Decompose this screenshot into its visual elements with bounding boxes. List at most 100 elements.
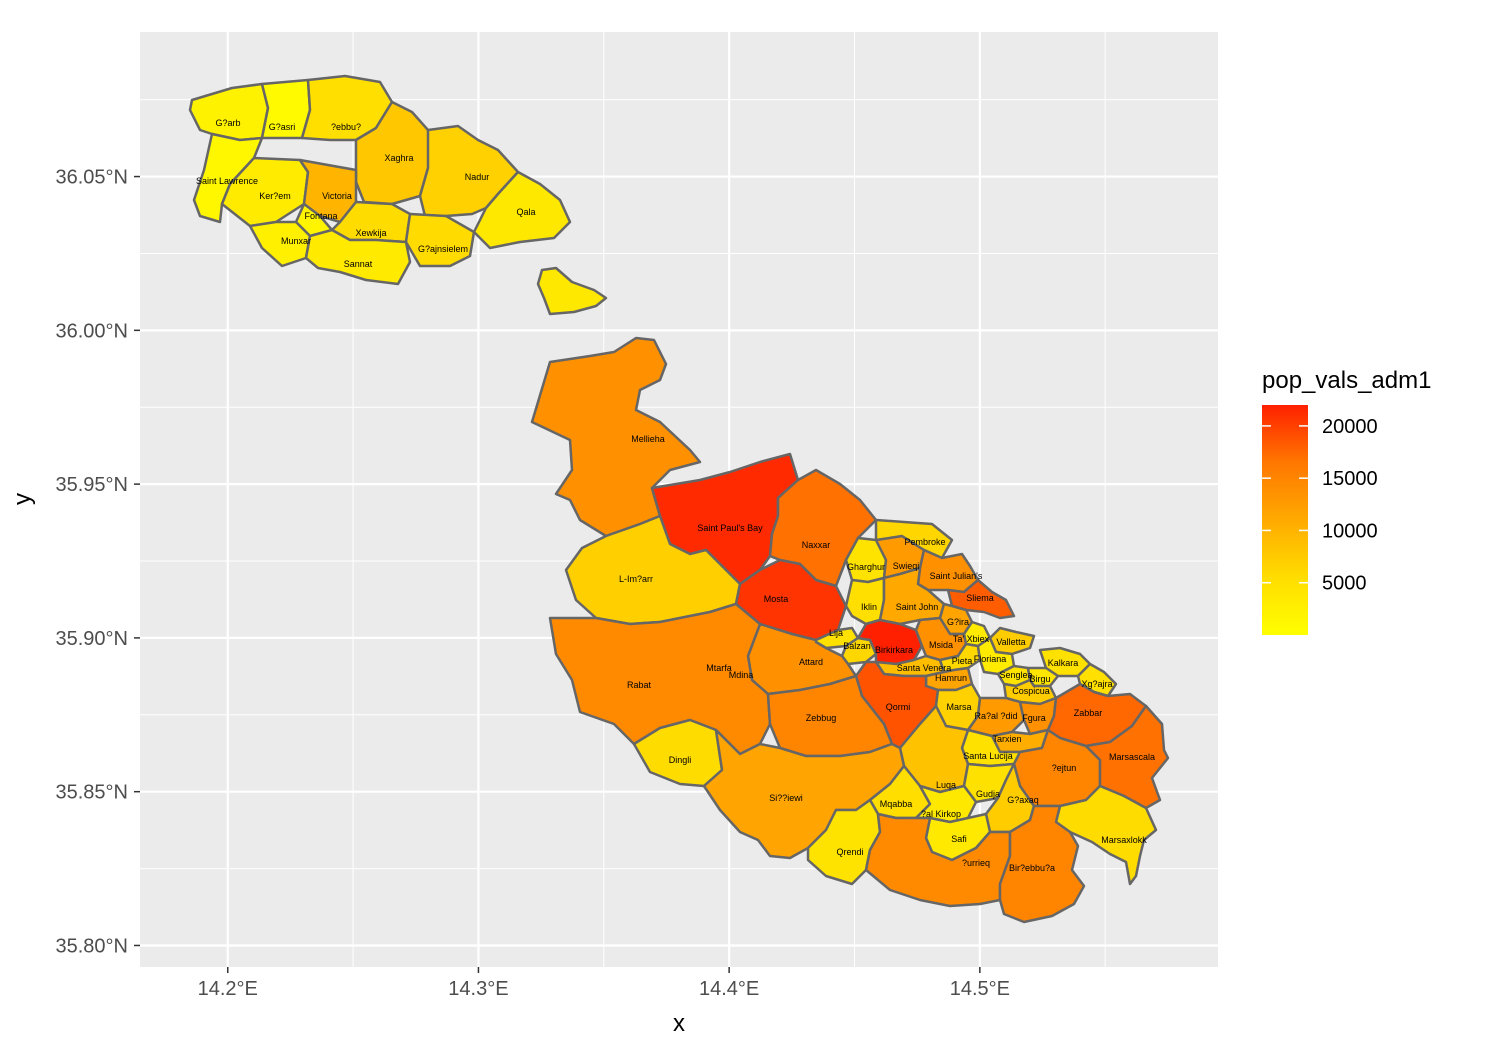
region-iklin[interactable]	[844, 576, 886, 626]
region-labels: G?arb G?asri ?ebbu? Xaghra Nadur Qala Sa…	[196, 118, 1155, 873]
label-zebbug-gozo: ?ebbu?	[331, 122, 361, 132]
region-naxxar[interactable]	[768, 468, 878, 588]
label-dingli: Dingli	[669, 755, 692, 765]
label-santa-lucija: Santa Lucija	[963, 751, 1013, 761]
label-fontana: Fontana	[304, 211, 337, 221]
x-axis: 14.2°E 14.3°E 14.4°E 14.5°E	[198, 967, 1010, 1000]
label-ghajnsielem: G?ajnsielem	[418, 244, 468, 254]
region-marsascala[interactable]	[1084, 704, 1170, 810]
label-marsascala: Marsascala	[1109, 752, 1155, 762]
region-ghajnsielem[interactable]	[404, 212, 476, 268]
label-balzan: Balzan	[843, 641, 871, 651]
label-msida: Msida	[929, 640, 953, 650]
label-senglea: Senglea	[999, 670, 1032, 680]
label-qala: Qala	[516, 207, 535, 217]
label-pieta: Pieta	[952, 656, 973, 666]
x-tick-label: 14.5°E	[950, 978, 1010, 1000]
grid-major	[140, 32, 1218, 967]
label-birgu: Birgu	[1029, 674, 1050, 684]
region-qala[interactable]	[472, 170, 572, 250]
label-siggiewi: Si??iewi	[769, 793, 803, 803]
label-kercem: Ker?em	[259, 191, 291, 201]
label-limgarr: L-Im?arr	[619, 574, 653, 584]
label-santa-venera: Santa Venera	[897, 663, 952, 673]
label-mtarfa: Mtarfa	[706, 663, 732, 673]
label-attard: Attard	[799, 657, 823, 667]
legend-title: pop_vals_adm1	[1262, 367, 1431, 394]
x-tick-label: 14.3°E	[448, 978, 508, 1000]
label-hal-kirkop: ?al Kirkop	[921, 809, 961, 819]
y-tick-label: 35.90°N	[56, 628, 129, 650]
region-sannat[interactable]	[304, 228, 412, 286]
y-axis-title: y	[9, 493, 36, 505]
label-saint-lawrence: Saint Lawrence	[196, 176, 258, 186]
label-valletta: Valletta	[996, 637, 1025, 647]
y-tick-label: 36.00°N	[56, 320, 129, 342]
label-saint-john: Saint John	[896, 602, 939, 612]
label-gudja: Gudja	[976, 789, 1000, 799]
label-cospicua: Cospicua	[1012, 686, 1050, 696]
label-safi: Safi	[951, 834, 967, 844]
label-victoria: Victoria	[322, 191, 352, 201]
x-tick-label: 14.4°E	[699, 978, 759, 1000]
label-zebbug: Zebbug	[806, 713, 837, 723]
label-fgura: Fgura	[1022, 713, 1046, 723]
region-comino[interactable]	[536, 266, 608, 316]
label-gzira: G?ira	[947, 617, 969, 627]
label-xghajra: Xg?ajra	[1081, 679, 1112, 689]
label-sannat: Sannat	[344, 259, 373, 269]
label-naxxar: Naxxar	[802, 540, 831, 550]
label-xaghra: Xaghra	[384, 153, 413, 163]
label-birkirkara: Birkirkara	[875, 645, 913, 655]
label-hamrun: Hamrun	[935, 673, 967, 683]
label-saint-pauls-bay: Saint Paul's Bay	[697, 523, 763, 533]
label-zurrieq: ?urrieq	[962, 858, 990, 868]
y-tick-label: 35.95°N	[56, 474, 129, 496]
label-swieqi: Swieqi	[893, 561, 920, 571]
y-tick-label: 35.80°N	[56, 935, 129, 957]
label-nadur: Nadur	[465, 172, 490, 182]
label-pembroke: Pembroke	[904, 537, 945, 547]
region-marsaxlokk[interactable]	[1054, 784, 1158, 886]
label-gharb: G?arb	[215, 118, 240, 128]
label-lija: Lija	[829, 628, 843, 638]
label-sliema: Sliema	[966, 593, 994, 603]
y-tick-label: 36.05°N	[56, 167, 129, 189]
legend-label: 15000	[1322, 468, 1378, 490]
legend-colorbar	[1262, 405, 1308, 635]
label-rahal-gdid: Ra?al ?did	[974, 711, 1017, 721]
label-luqa: Luqa	[936, 780, 956, 790]
x-axis-title: x	[673, 1010, 685, 1037]
label-floriana: Floriana	[974, 654, 1007, 664]
label-ghasri: G?asri	[269, 122, 296, 132]
legend-label: 10000	[1322, 520, 1378, 542]
label-gharghur: Gharghur	[847, 562, 885, 572]
region-victoria[interactable]	[298, 158, 358, 224]
legend-label: 20000	[1322, 416, 1378, 438]
label-mellieha: Mellieha	[631, 434, 665, 444]
label-zejtun: ?ejtun	[1052, 763, 1077, 773]
region-birkirkara[interactable]	[856, 618, 924, 666]
regions-malta	[530, 336, 1170, 924]
region-xaghra[interactable]	[354, 100, 436, 206]
y-axis: 35.80°N 35.85°N 35.90°N 35.95°N 36.00°N 36.05…	[56, 167, 140, 957]
region-zurrieq[interactable]	[864, 812, 1012, 908]
legend: pop_vals_adm1 5000 10000 15000 20000	[1262, 367, 1431, 635]
regions-gozo	[188, 74, 608, 316]
label-mosta: Mosta	[764, 594, 789, 604]
label-rabat: Rabat	[627, 680, 652, 690]
legend-ticks: 5000 10000 15000 20000	[1262, 416, 1378, 595]
label-saint-julians: Saint Julian's	[930, 571, 983, 581]
label-ta-xbiex: Ta' Xbiex	[953, 634, 990, 644]
label-ghaxaq: G?axaq	[1007, 795, 1039, 805]
label-qormi: Qormi	[886, 702, 911, 712]
label-xewkija: Xewkija	[355, 228, 386, 238]
region-mellieha[interactable]	[530, 336, 702, 538]
label-zabbar: Zabbar	[1074, 708, 1103, 718]
label-qrendi: Qrendi	[836, 847, 863, 857]
x-tick-label: 14.2°E	[198, 978, 258, 1000]
label-kalkara: Kalkara	[1048, 658, 1079, 668]
label-marsaxlokk: Marsaxlokk	[1101, 835, 1147, 845]
region-birzebbuga[interactable]	[998, 804, 1086, 924]
